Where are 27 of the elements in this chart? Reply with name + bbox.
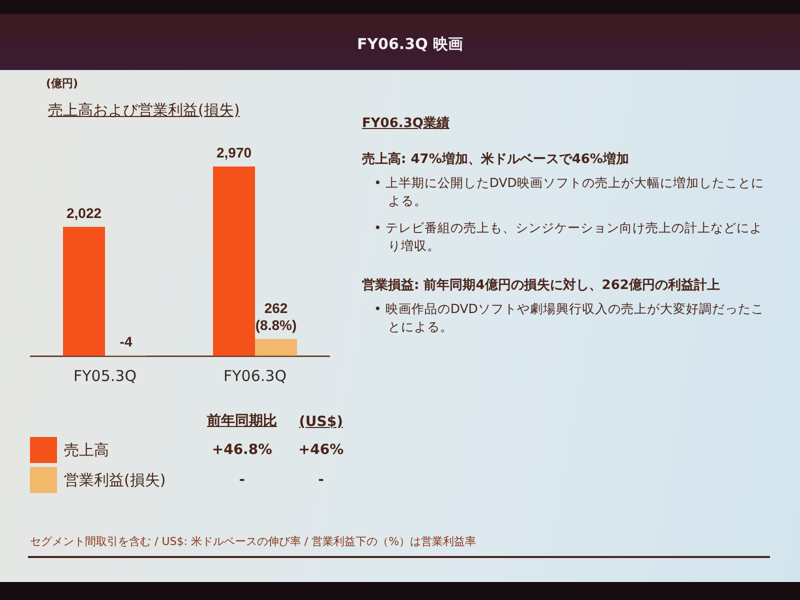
bar [213,166,255,356]
text: FY06.3Q 映画 [356,35,464,53]
bar [63,226,105,356]
text: (億円) [46,77,78,90]
chart-subtitle: 売上高および営業利益(損失) [48,101,240,119]
text: +46.8% [212,442,272,458]
data-label: -4 [120,334,132,350]
data-label: 2,970 [216,144,252,160]
text: • テレビ番組の売上も、シンジケーション向け売上の計上などにより増収。 [374,220,762,252]
text: - [239,472,245,488]
x-tick-label: FY05.3Q [74,366,136,385]
data-label: 2,022 [66,204,102,221]
text: 営業損益: 前年同期4億円の損失に対し、262億円の利益計上 [362,278,720,293]
text: - [318,472,324,488]
text: (US$) [299,414,343,430]
legend-label: 売上高 [64,440,109,458]
legend-label: 営業利益(損失) [64,470,166,488]
text: • 映画作品のDVDソフトや劇場興行収入の売上が大変好調だったことによる。 [374,301,764,334]
text: 売上高: 47%増加、米ドルベースで46%増加 [362,152,629,167]
text: • 上半期に公開したDVD映画ソフトの売上が大幅に増加したことによる。 [374,175,764,208]
data-label: 262 (8.8%) [255,300,297,333]
x-tick-label: FY06.3Q [224,366,286,385]
text: +46% [298,442,344,458]
bar [255,339,297,356]
text: セグメント間取引を含む / US$: 米ドルベースの伸び率 / 営業利益下の（%）は営業利益率 [30,535,476,548]
text: FY06.3Q業績 [362,116,450,131]
text: 前年同期比 [207,413,277,429]
